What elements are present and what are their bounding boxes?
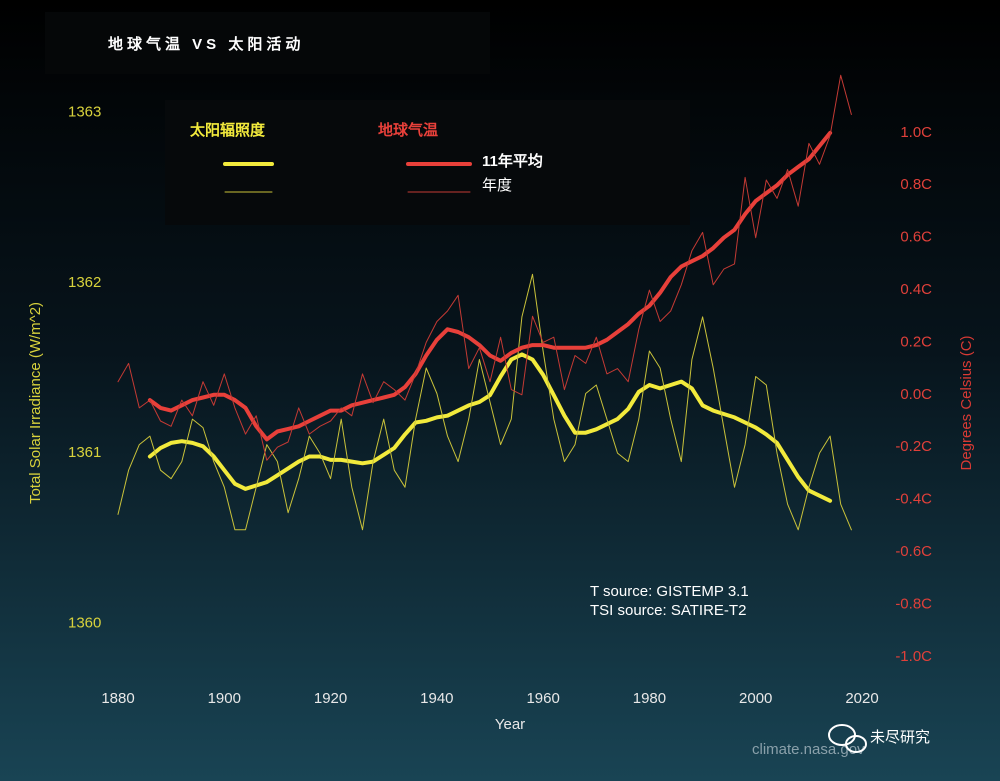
y-tick-label: 1361 [68, 444, 101, 461]
title-box [45, 12, 490, 74]
y2-tick-label: 0.4C [900, 281, 932, 298]
y2-tick-label: 0.0C [900, 386, 932, 403]
legend-row-label: 年度 [482, 177, 512, 194]
y2-tick-label: -1.0C [895, 648, 932, 665]
x-tick-label: 1880 [101, 690, 134, 707]
x-axis-label: Year [495, 716, 525, 733]
legend-group: 地球气温 [378, 121, 438, 139]
y2-tick-label: 0.6C [900, 229, 932, 246]
y2-axis-label: Degrees Celsius (C) [958, 335, 975, 470]
y2-tick-label: -0.8C [895, 595, 932, 612]
data-line [147, 352, 833, 503]
y2-tick-label: -0.4C [895, 491, 932, 508]
x-tick-label: 1940 [420, 690, 453, 707]
y-tick-label: 1360 [68, 614, 101, 631]
data-line [117, 74, 852, 461]
legend-row-label: 11年平均 [482, 152, 543, 170]
y2-tick-label: 0.8C [900, 176, 932, 193]
x-tick-label: 1980 [633, 690, 666, 707]
x-tick-label: 1960 [526, 690, 559, 707]
y-axis-label: Total Solar Irradiance (W/m^2) [27, 302, 44, 504]
y2-tick-label: -0.6C [895, 543, 932, 560]
source-note: TSI source: SATIRE-T2 [590, 602, 746, 619]
x-tick-label: 2020 [845, 690, 878, 707]
y2-tick-label: -0.2C [895, 438, 932, 455]
data-line [147, 130, 833, 442]
x-tick-label: 2000 [739, 690, 772, 707]
data-line [117, 273, 852, 531]
y-tick-label: 1362 [68, 274, 101, 291]
y2-tick-label: 1.0C [900, 124, 932, 141]
watermark: 未尽研究 [870, 729, 930, 746]
watermark-icon [828, 724, 867, 753]
y2-tick-label: 0.2C [900, 333, 932, 350]
legend-group: 太阳辐照度 [190, 121, 266, 139]
source-note: T source: GISTEMP 3.1 [590, 583, 749, 600]
y-tick-label: 1363 [68, 104, 101, 121]
x-tick-label: 1900 [208, 690, 241, 707]
chart-title: 地球气温 VS 太阳活动 [108, 35, 304, 53]
x-tick-label: 1920 [314, 690, 347, 707]
